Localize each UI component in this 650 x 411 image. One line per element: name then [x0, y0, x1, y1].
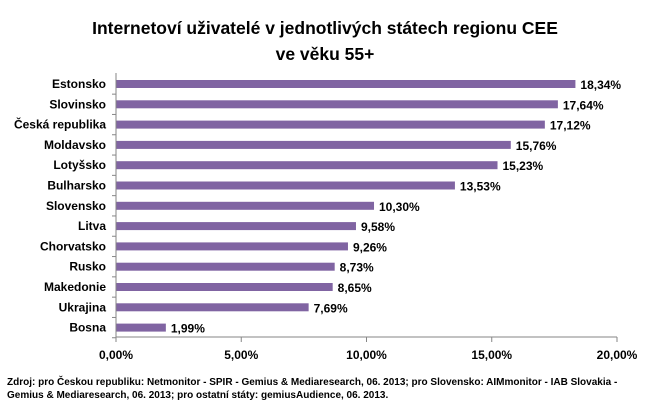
category-label: Litva [78, 219, 106, 233]
x-tick-label: 20,00% [597, 348, 638, 362]
category-label: Bosna [69, 321, 106, 335]
bar [116, 283, 333, 291]
bar [116, 120, 545, 129]
x-tick-label: 5,00% [224, 348, 258, 362]
bar [116, 161, 498, 170]
data-label: 8,65% [338, 281, 372, 295]
category-label: Estonsko [52, 77, 106, 91]
x-tick-label: 0,00% [99, 348, 133, 362]
category-label: Lotyšsko [53, 158, 106, 172]
data-label: 15,76% [516, 139, 557, 153]
data-label: 9,26% [353, 240, 387, 254]
chart-title-line-1: Internetoví uživatelé v jednotlivých stá… [92, 18, 558, 38]
source-note: Zdroj: pro Českou republiku: Netmonitor … [7, 377, 618, 401]
category-label: Ukrajina [59, 300, 107, 314]
bar [116, 100, 558, 109]
bar [116, 262, 335, 271]
data-label: 15,23% [503, 159, 544, 173]
data-label: 13,53% [460, 180, 501, 194]
data-label: 17,12% [550, 119, 591, 133]
category-label: Česká republika [14, 117, 106, 132]
category-label: Moldavsko [44, 138, 106, 152]
category-label: Chorvatsko [40, 239, 106, 253]
data-label: 7,69% [314, 301, 348, 315]
bar [116, 242, 348, 251]
data-label: 18,34% [580, 78, 621, 92]
category-label: Rusko [69, 260, 106, 274]
chart-title-line-2: ve věku 55+ [275, 44, 375, 64]
category-label: Slovensko [46, 199, 106, 213]
bar [116, 222, 356, 231]
bar [116, 181, 455, 190]
x-tick-label: 10,00% [346, 348, 387, 362]
bar [116, 140, 511, 149]
data-label: 9,58% [361, 220, 395, 234]
bar [116, 80, 576, 88]
x-tick-label: 15,00% [471, 348, 512, 362]
category-label: Slovinsko [49, 97, 106, 111]
data-label: 1,99% [171, 322, 205, 336]
bar [116, 323, 166, 332]
category-label: Makedonie [44, 280, 106, 294]
bar [116, 303, 309, 312]
bar [116, 201, 375, 210]
data-label: 10,30% [379, 200, 420, 214]
data-label: 8,73% [340, 261, 374, 275]
category-label: Bulharsko [47, 179, 106, 193]
data-label: 17,64% [563, 98, 604, 112]
